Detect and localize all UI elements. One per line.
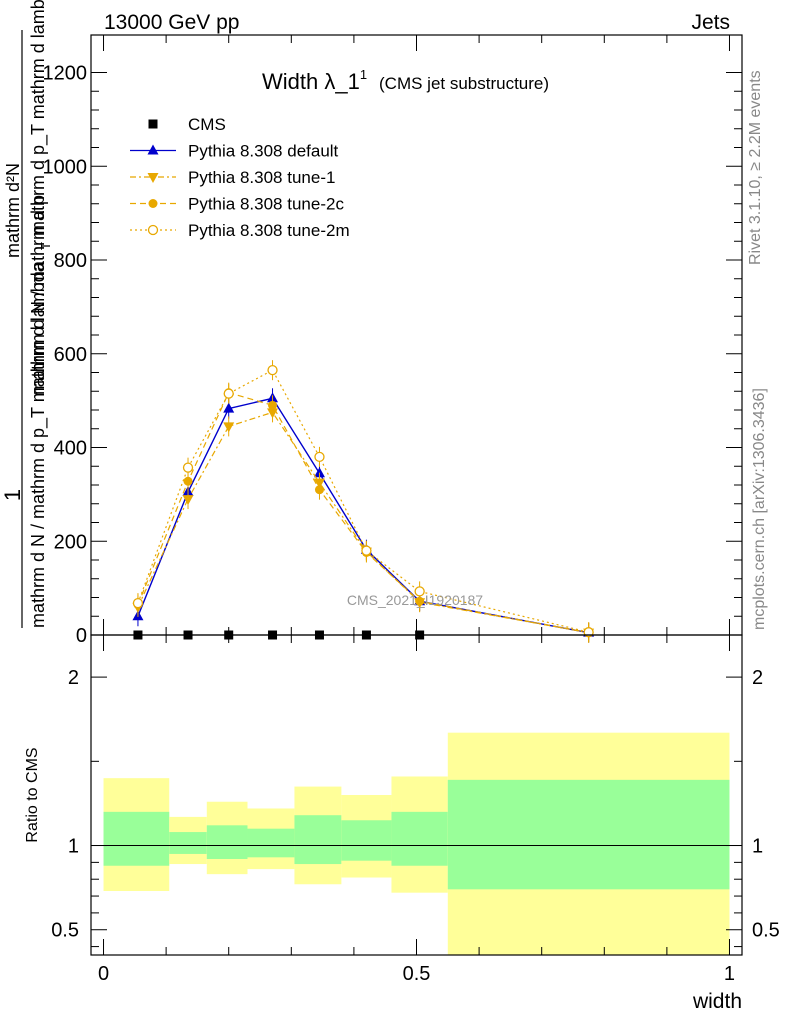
main-ytick-label: 800 — [54, 250, 87, 272]
ylabel-one: 1 — [0, 489, 25, 501]
legend-label: Pythia 8.308 tune-1 — [188, 168, 335, 187]
chart-title: Width λ_11 — [262, 67, 367, 94]
ratio-frame — [90, 634, 743, 956]
legend-marker — [147, 173, 159, 183]
xtick-label: 1 — [724, 963, 735, 985]
legend-label: Pythia 8.308 tune-2m — [188, 221, 350, 240]
series-line — [137, 391, 589, 634]
data-point — [361, 545, 372, 556]
ratio-ytick-label-right: 0.5 — [752, 920, 780, 942]
main-axes: 0 200 400 600 800 1000 1200 — [43, 35, 742, 647]
ratio-inner-band — [447, 779, 730, 890]
data-point — [223, 402, 235, 413]
ratio-ytick-label: 2 — [68, 667, 79, 689]
data-point — [313, 467, 325, 478]
chart-title-sup: 1 — [360, 67, 367, 82]
legend-marker — [148, 119, 158, 129]
mcplots-label: mcplots.cern.ch [arXiv:1306.3436] — [751, 388, 768, 630]
xtick-label: 0.5 — [403, 963, 431, 985]
data-point — [267, 365, 278, 376]
ratio-inner-band — [206, 825, 248, 859]
header-right: Jets — [691, 11, 730, 34]
main-ylabel: 1 mathrm d N / mathrm d p_T mathrm d lam… — [0, 0, 53, 628]
ratio-ytick-label: 0.5 — [51, 920, 79, 942]
ratio-inner-band — [341, 820, 392, 861]
xtick-label: 0 — [98, 963, 109, 985]
main-ytick-label: 1000 — [43, 156, 88, 178]
chart-title-main: Width λ_1 — [262, 69, 360, 94]
legend-label: CMS — [188, 115, 226, 134]
data-point — [223, 422, 235, 433]
legend-marker — [147, 144, 159, 155]
ratio-ytick-label-right: 1 — [752, 836, 763, 858]
data-point — [132, 597, 144, 609]
main-ytick-label: 200 — [54, 531, 87, 553]
legend-marker — [148, 199, 158, 208]
data-point — [223, 388, 234, 399]
ylabel-sub: T — [38, 242, 53, 250]
ratio-ytick-label-right: 2 — [752, 667, 763, 689]
ylabel-numerator: mathrm d²N — [3, 163, 23, 258]
legend-label: Pythia 8.308 default — [188, 142, 339, 161]
header-left: 13000 GeV pp — [104, 11, 239, 34]
main-ytick-label: 400 — [54, 438, 87, 460]
data-point — [414, 586, 425, 597]
ratio-inner-band — [247, 828, 295, 858]
chart-subtitle: (CMS jet substructure) — [379, 74, 549, 93]
ratio-inner-band — [169, 832, 207, 854]
ylabel-denominator: mathrm d p_T mathrm d lambda — [28, 0, 49, 236]
ratio-inner-band — [391, 811, 448, 866]
ratio-bands — [103, 732, 730, 955]
legend-label: Pythia 8.308 tune-2c — [188, 195, 344, 214]
ratio-ylabel: Ratio to CMS — [24, 747, 41, 842]
legend: CMS Pythia 8.308 default Pythia 8.308 tune… — [130, 115, 350, 240]
ratio-ytick-label: 1 — [68, 836, 79, 858]
data-point — [314, 451, 325, 463]
data-point — [314, 485, 324, 495]
main-ytick-label: 0 — [76, 625, 87, 647]
ratio-inner-band — [294, 815, 342, 865]
data-point — [268, 400, 278, 410]
ratio-inner-band — [103, 811, 170, 866]
main-ytick-label: 1200 — [43, 63, 88, 85]
xlabel: width — [692, 990, 742, 1013]
rivet-label: Rivet 3.1.10, ≥ 2.2M events — [747, 70, 764, 265]
ylabel-prefix: mathrm d N / mathrm d p — [28, 195, 48, 395]
main-ytick-label: 600 — [54, 344, 87, 366]
watermark: CMS_2021_I1920187 — [347, 592, 483, 608]
data-point — [182, 495, 194, 506]
data-point — [183, 476, 193, 486]
legend-marker — [147, 224, 159, 236]
ratio-axes: 0.5 0.5 1 1 2 2 0 0.5 1 — [51, 635, 780, 985]
ylabel-fraction-bottom: mathrm d N / mathrm d p_T mathrm d lambd… — [28, 261, 49, 628]
data-point — [182, 462, 194, 473]
